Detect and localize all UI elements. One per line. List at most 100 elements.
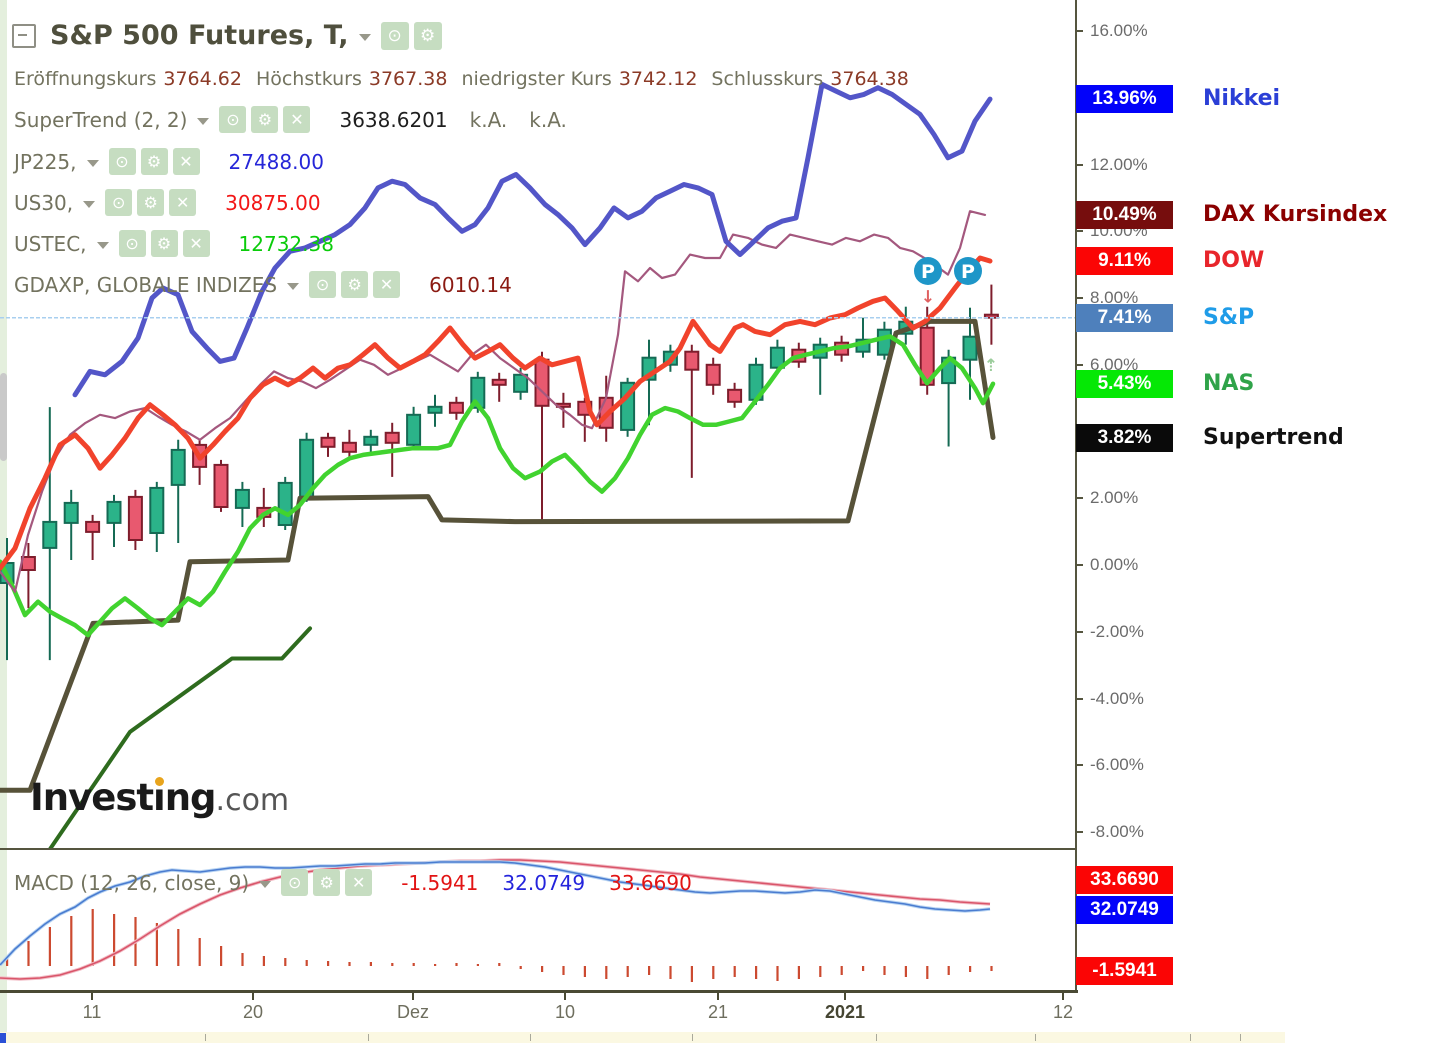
gdaxp-label[interactable]: GDAXP, GLOBALE INDIZES (14, 272, 278, 297)
scrollbar-tick (1240, 1034, 1241, 1041)
ustec-value: 12732.38 (238, 231, 334, 256)
chevron-down-icon[interactable] (287, 283, 300, 290)
ustec-label[interactable]: USTEC, (14, 231, 87, 256)
index-label-s-p: S&P (1203, 305, 1255, 330)
x-tick (844, 992, 846, 1000)
ohlc-row: Eröffnungskurs 3764.62 Höchstkurs 3767.3… (14, 68, 923, 90)
price-badge-nikkei: 13.96% (1076, 85, 1173, 113)
us30-label[interactable]: US30, (14, 190, 74, 215)
macd-signal-value: 33.6690 (609, 870, 692, 895)
price-chart-svg: P P ↓ ⇡ (0, 81, 1075, 848)
x-tick-label: 12 (1052, 1002, 1074, 1022)
macd-svg (0, 858, 993, 982)
scrollbar-tick (692, 1034, 693, 1041)
settings-icon[interactable]: ⚙ (251, 106, 279, 133)
event-marker-P[interactable]: P (914, 257, 942, 285)
jp225-label[interactable]: JP225, (14, 149, 77, 174)
y-tick (1075, 831, 1083, 833)
x-tick (412, 992, 414, 1000)
macd-histogram (6, 909, 993, 982)
jp225-value: 27488.00 (228, 149, 324, 174)
visibility-icon[interactable]: ⊙ (219, 106, 247, 133)
settings-icon[interactable]: ⚙ (313, 869, 341, 896)
y-tick (1075, 631, 1083, 633)
y-tick (1075, 30, 1083, 32)
close-icon[interactable]: ✕ (283, 106, 311, 133)
settings-icon[interactable]: ⚙ (137, 189, 165, 216)
y-tick (1075, 164, 1083, 166)
price-badge-s-p: 7.41% (1076, 304, 1173, 332)
x-tick-label: 10 (554, 1002, 576, 1022)
y-tick-label: 16.00% (1090, 21, 1148, 40)
x-tick (717, 992, 719, 1000)
supertrend-label[interactable]: SuperTrend (2, 2) (14, 107, 188, 132)
supertrend-early-line (48, 626, 312, 848)
price-badge-supertrend: 3.82% (1076, 424, 1173, 452)
settings-icon[interactable]: ⚙ (341, 271, 369, 298)
y-tick-label: 6.00% (1090, 355, 1139, 374)
y-tick (1075, 764, 1083, 766)
gdaxp-value: 6010.14 (429, 272, 512, 297)
y-tick-label: 8.00% (1090, 288, 1139, 307)
price-badge-dow: 9.11% (1076, 247, 1173, 275)
close-icon[interactable]: ✕ (169, 189, 197, 216)
index-label-nas: NAS (1203, 371, 1255, 396)
scrollbar-tick (1035, 1034, 1036, 1041)
close-icon[interactable]: ✕ (345, 869, 373, 896)
x-tick-label: 2021 (824, 1002, 866, 1022)
left-scroll-handle[interactable] (0, 373, 7, 461)
y-tick-label: 2.00% (1090, 488, 1139, 507)
nas-ustec-line (0, 334, 996, 638)
macd-label[interactable]: MACD (12, 26, close, 9) (14, 870, 250, 895)
close-icon[interactable]: ✕ (373, 271, 401, 298)
y-tick (1075, 297, 1083, 299)
open-value: 3764.62 (163, 68, 242, 90)
chevron-down-icon[interactable] (96, 242, 109, 249)
scrollbar-corner-marker (0, 1033, 6, 1043)
settings-icon[interactable]: ⚙ (413, 21, 442, 50)
high-label: Höchstkurs (255, 68, 362, 90)
price-badge-nas: 5.43% (1076, 370, 1173, 398)
index-label-supertrend: Supertrend (1203, 425, 1344, 450)
close-value: 3764.38 (830, 68, 909, 90)
visibility-icon[interactable]: ⊙ (380, 21, 409, 50)
visibility-icon[interactable]: ⊙ (309, 271, 337, 298)
investing-logo: Investı ng.com (30, 776, 289, 819)
scrollbar-tick (205, 1034, 206, 1041)
settings-icon[interactable]: ⚙ (140, 148, 168, 175)
symbol-title: S&P 500 Futures, T, (50, 20, 349, 51)
x-tick-label: 21 (707, 1002, 729, 1022)
dow-us30-line (0, 255, 993, 571)
indicator-row-ustec: USTEC, ⊙ ⚙ ✕ 12732.38 (14, 230, 334, 257)
high-value: 3767.38 (368, 68, 448, 90)
y-tick (1075, 230, 1083, 232)
supertrend-value: 3638.6201 (339, 107, 448, 132)
chevron-down-icon[interactable] (259, 881, 272, 888)
symbol-header: S&P 500 Futures, T, ⊙ ⚙ (12, 20, 447, 51)
macd-badge-1: 32.0749 (1076, 896, 1173, 924)
visibility-icon[interactable]: ⊙ (105, 189, 133, 216)
y-tick (1075, 564, 1083, 566)
right-axis-line (1075, 0, 1077, 991)
y-tick-label: 0.00% (1090, 555, 1139, 574)
y-tick-label: -8.00% (1090, 822, 1144, 841)
visibility-icon[interactable]: ⊙ (281, 869, 309, 896)
price-badge-dax-kursindex: 10.49% (1076, 201, 1173, 229)
collapse-icon[interactable] (12, 23, 36, 48)
chevron-down-icon[interactable] (358, 34, 371, 41)
indicator-row-gdaxp: GDAXP, GLOBALE INDIZES ⊙ ⚙ ✕ 6010.14 (14, 271, 512, 298)
indicator-row-supertrend: SuperTrend (2, 2) ⊙ ⚙ ✕ 3638.6201 k.A. k… (14, 106, 567, 133)
left-edge-strip (0, 0, 7, 1043)
close-icon[interactable]: ✕ (182, 230, 210, 257)
macd-badge-2: -1.5941 (1076, 957, 1173, 985)
chevron-down-icon[interactable] (86, 160, 99, 167)
chevron-down-icon[interactable] (197, 118, 210, 125)
close-icon[interactable]: ✕ (172, 148, 200, 175)
y-tick-label: -2.00% (1090, 622, 1144, 641)
settings-icon[interactable]: ⚙ (150, 230, 178, 257)
time-scrollbar[interactable] (0, 1032, 1285, 1043)
chevron-down-icon[interactable] (83, 201, 96, 208)
event-marker-P[interactable]: P (954, 257, 982, 285)
visibility-icon[interactable]: ⊙ (118, 230, 146, 257)
visibility-icon[interactable]: ⊙ (108, 148, 136, 175)
